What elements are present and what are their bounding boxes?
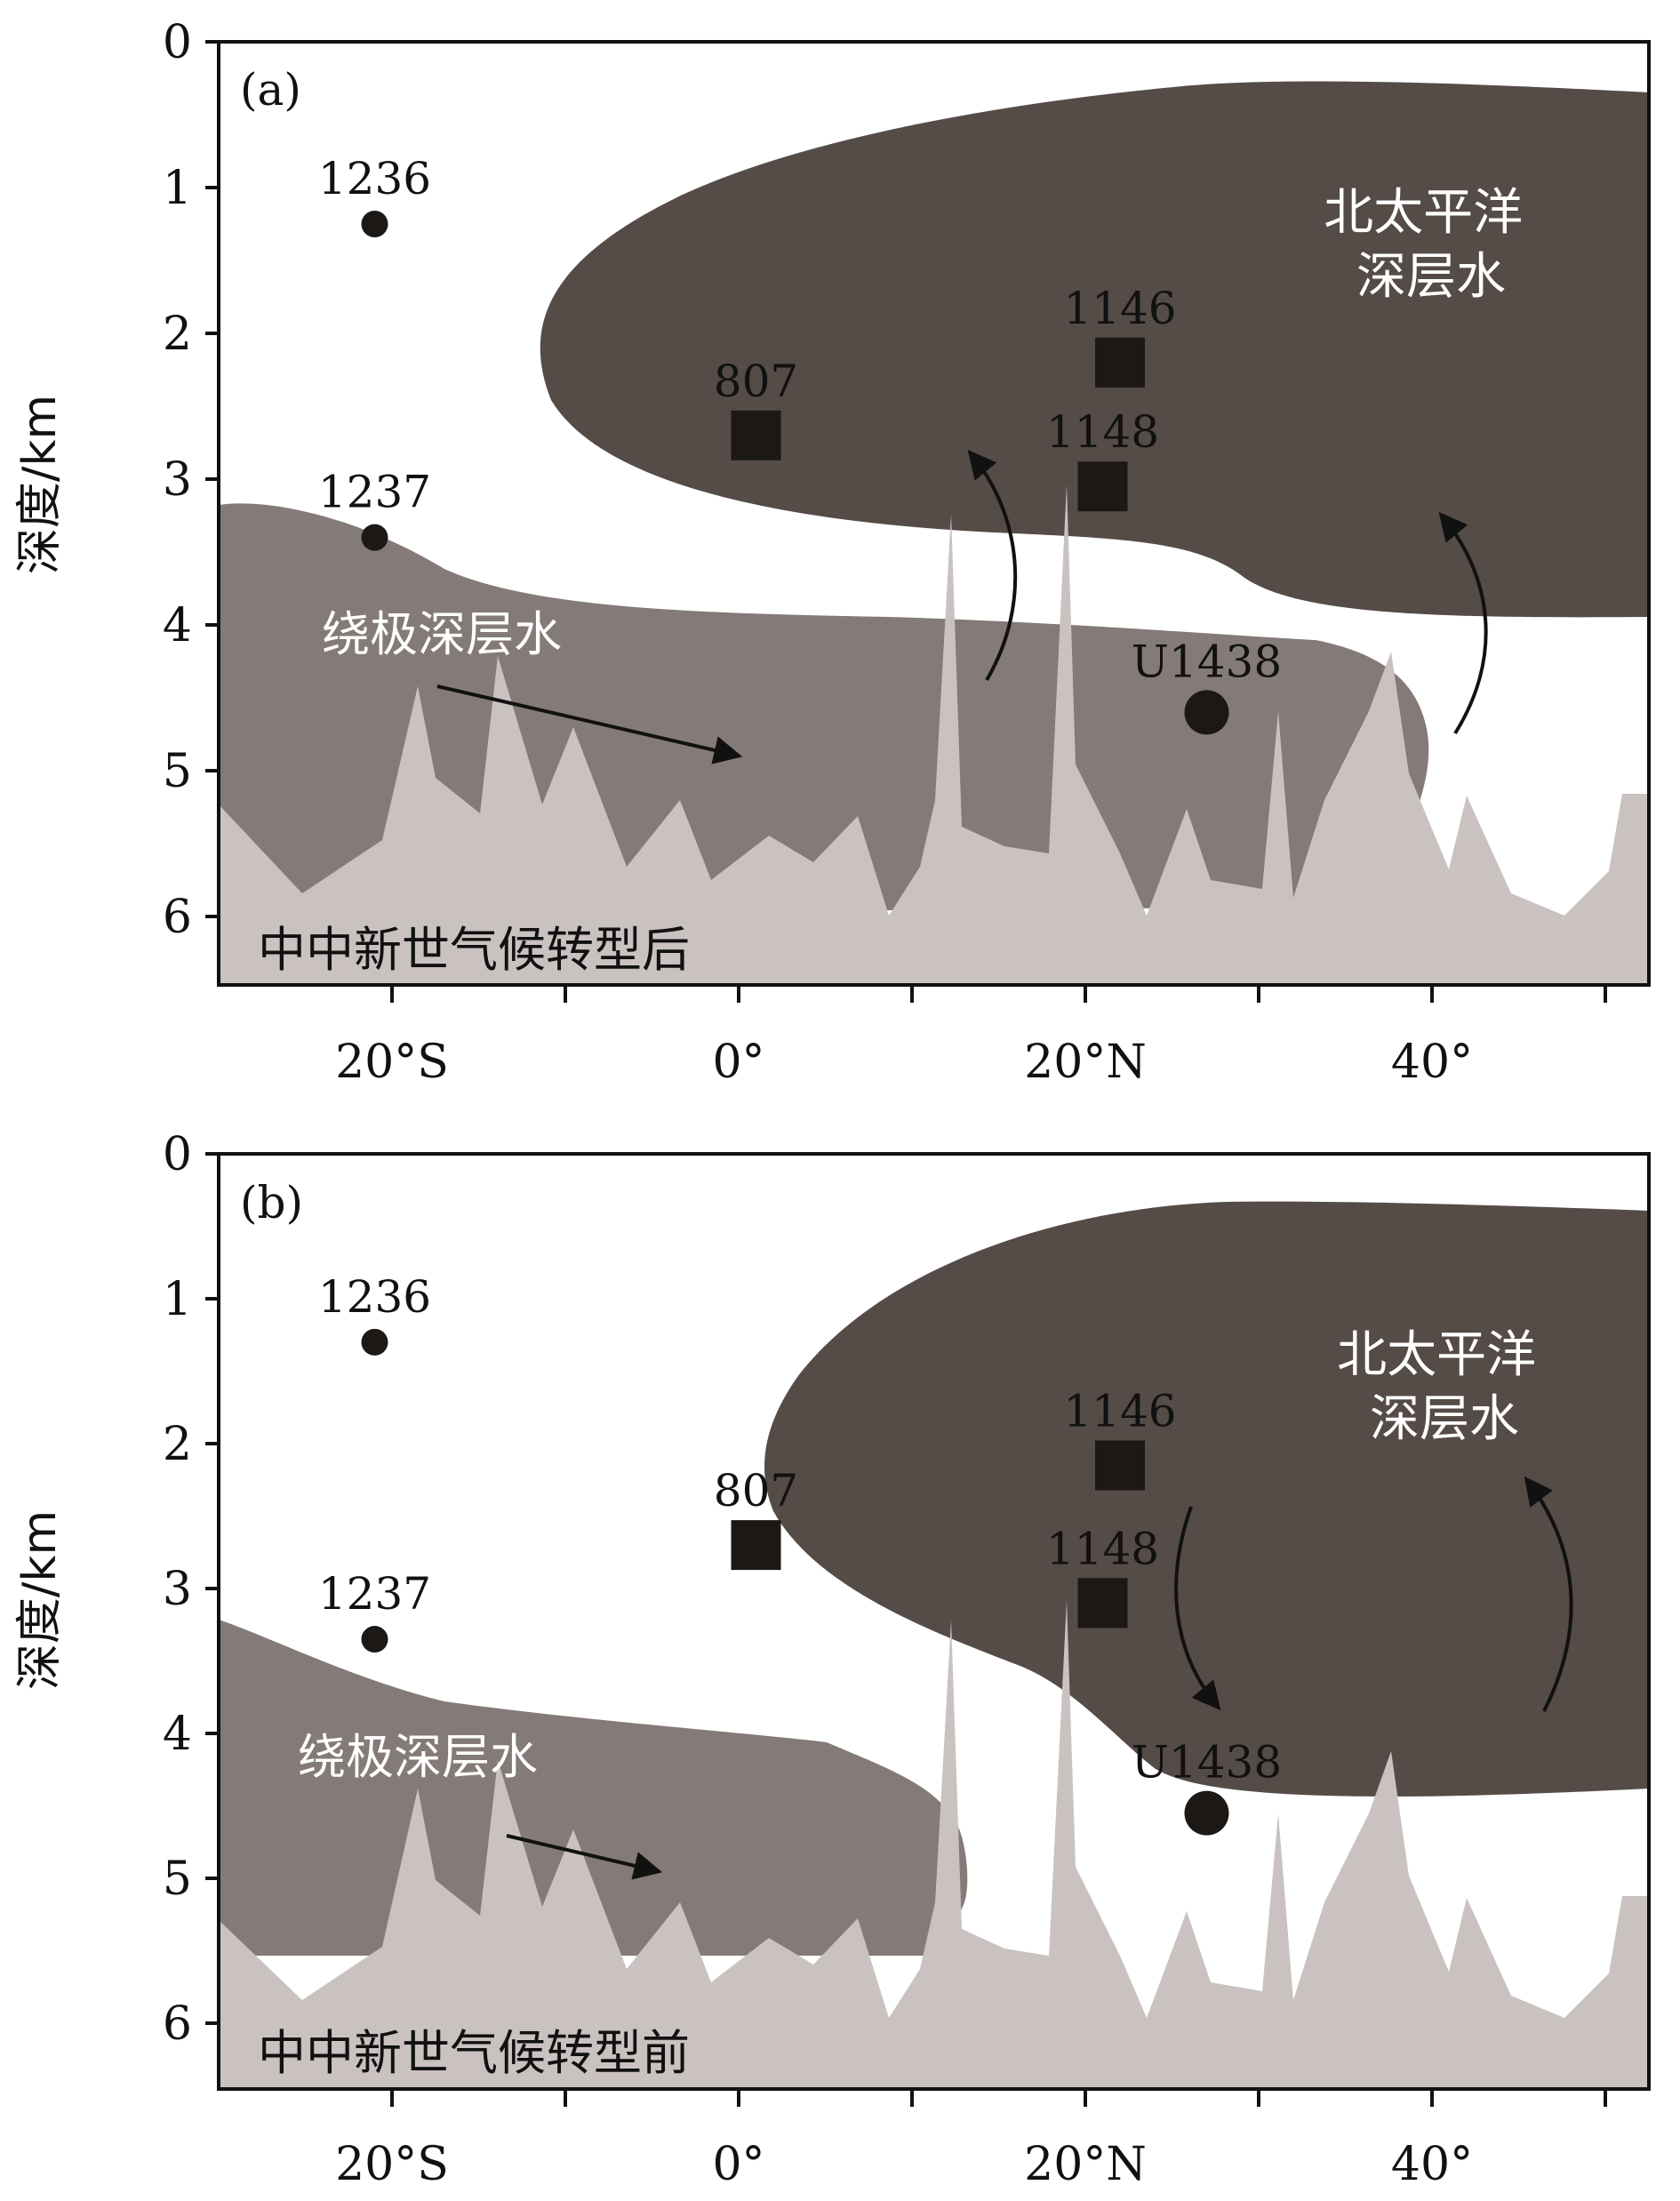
npdw-label-b-line1: 北太平洋 <box>1337 1326 1536 1384</box>
panel-label-b: (b) <box>240 1177 303 1229</box>
y-tick-label-a-4: 4 <box>163 599 192 652</box>
y-tick-label-b-3: 3 <box>163 1563 192 1616</box>
site-label-1236-b: 1236 <box>318 1271 431 1323</box>
site-label-1148-b: 1148 <box>1046 1523 1159 1574</box>
npdw-label-b: 北太平洋 深层水 <box>1337 1326 1552 1448</box>
arrows-b <box>506 1476 1573 1880</box>
site-marker-807-a <box>731 410 781 460</box>
site-label-807-a: 807 <box>714 356 798 407</box>
x-tick-label-a-40: 40° <box>1391 1036 1473 1089</box>
y-tick-label-a-1: 1 <box>163 162 192 215</box>
seafloor-a <box>219 484 1649 985</box>
x-tick-label-b-20s: 20°S <box>335 2138 449 2191</box>
upwell-arrow-a-1 <box>967 449 1018 682</box>
upwell-arrow-b <box>1524 1476 1573 1712</box>
site-label-u1438-b: U1438 <box>1132 1737 1282 1789</box>
site-label-1237-b: 1237 <box>318 1568 431 1620</box>
npdw-label-a: 北太平洋 深层水 <box>1324 184 1539 306</box>
seafloor-b <box>219 1600 1649 2089</box>
panel-label-a: (a) <box>240 64 301 116</box>
y-tick-label-a-2: 2 <box>163 308 192 361</box>
y-tick-label-a-5: 5 <box>163 745 192 798</box>
sites-a: 1236 1237 807 1146 1148 U1438 <box>318 153 1282 735</box>
site-marker-1146-a <box>1095 337 1145 388</box>
y-ticks-a <box>205 40 219 918</box>
sites-b: 1236 1237 807 1146 1148 U1438 <box>318 1271 1282 1836</box>
y-tick-label-b-2: 2 <box>163 1418 192 1471</box>
site-label-1146-a: 1146 <box>1063 283 1176 334</box>
x-ticks-b <box>390 2089 1607 2107</box>
y-tick-label-b-5: 5 <box>163 1853 192 1906</box>
site-marker-1148-a <box>1077 461 1128 512</box>
panel-a: 0 1 2 3 4 5 6 20°S 0° 20°N 40° 深度/km (a)… <box>13 16 1651 1089</box>
x-ticks-a <box>390 985 1607 1003</box>
site-label-807-b: 807 <box>714 1465 798 1517</box>
y-tick-label-a-3: 3 <box>163 453 192 507</box>
panel-caption-b: 中中新世气候转型前 <box>258 2025 690 2081</box>
arrows-a <box>436 449 1488 764</box>
panel-caption-a: 中中新世气候转型后 <box>258 922 690 978</box>
site-marker-1236-b <box>361 1328 388 1356</box>
site-marker-1237-b <box>361 1626 388 1653</box>
site-label-1148-a: 1148 <box>1046 406 1159 458</box>
x-tick-label-a-20n: 20°N <box>1024 1036 1147 1089</box>
site-marker-807-b <box>731 1520 781 1571</box>
site-marker-1237-a <box>361 524 388 551</box>
y-ticks-b <box>205 1152 219 2025</box>
x-tick-label-b-20n: 20°N <box>1024 2138 1147 2191</box>
frame-a <box>217 40 1651 987</box>
y-tick-label-a-6: 6 <box>163 891 192 944</box>
downwell-arrow-b <box>1174 1506 1221 1711</box>
x-tick-label-b-0: 0° <box>712 2138 764 2191</box>
cdw-flow-arrow-b <box>506 1834 663 1880</box>
y-axis-label-b: 深度/km <box>13 1510 67 1690</box>
cdw-flow-arrow-a <box>436 684 743 764</box>
y-tick-label-b-1: 1 <box>163 1273 192 1326</box>
x-tick-label-b-40: 40° <box>1391 2138 1473 2191</box>
frame-b <box>217 1152 1651 2091</box>
y-tick-label-b-6: 6 <box>163 1997 192 2051</box>
panel-b: 0 1 2 3 4 5 6 20°S 0° 20°N 40° 深度/km (b)… <box>13 1128 1651 2191</box>
site-marker-1148-b <box>1077 1578 1128 1629</box>
upwell-arrow-a-2 <box>1438 511 1488 735</box>
site-label-1146-b: 1146 <box>1063 1385 1176 1437</box>
y-tick-label-a-0: 0 <box>163 16 192 69</box>
y-tick-label-b-0: 0 <box>163 1128 192 1181</box>
x-tick-label-a-0: 0° <box>712 1036 764 1089</box>
site-label-u1438-a: U1438 <box>1132 636 1282 687</box>
site-label-1237-a: 1237 <box>318 467 431 518</box>
npdw-label-a-line1: 北太平洋 <box>1324 184 1523 242</box>
npdw-region-a <box>540 81 1649 618</box>
npdw-label-b-line2: 深层水 <box>1370 1390 1519 1448</box>
site-marker-1146-b <box>1095 1440 1145 1491</box>
site-marker-u1438-b <box>1184 1790 1229 1836</box>
npdw-label-a-line2: 深层水 <box>1356 248 1506 306</box>
site-marker-u1438-a <box>1184 690 1229 735</box>
y-axis-label-a: 深度/km <box>13 395 67 574</box>
cdw-label-a: 绕极深层水 <box>322 606 562 662</box>
site-marker-1236-a <box>361 211 388 237</box>
y-tick-label-b-4: 4 <box>163 1708 192 1761</box>
cdw-label-b: 绕极深层水 <box>298 1729 538 1785</box>
npdw-region-b <box>764 1201 1649 1797</box>
x-tick-label-a-20s: 20°S <box>335 1036 449 1089</box>
site-label-1236-a: 1236 <box>318 153 431 204</box>
